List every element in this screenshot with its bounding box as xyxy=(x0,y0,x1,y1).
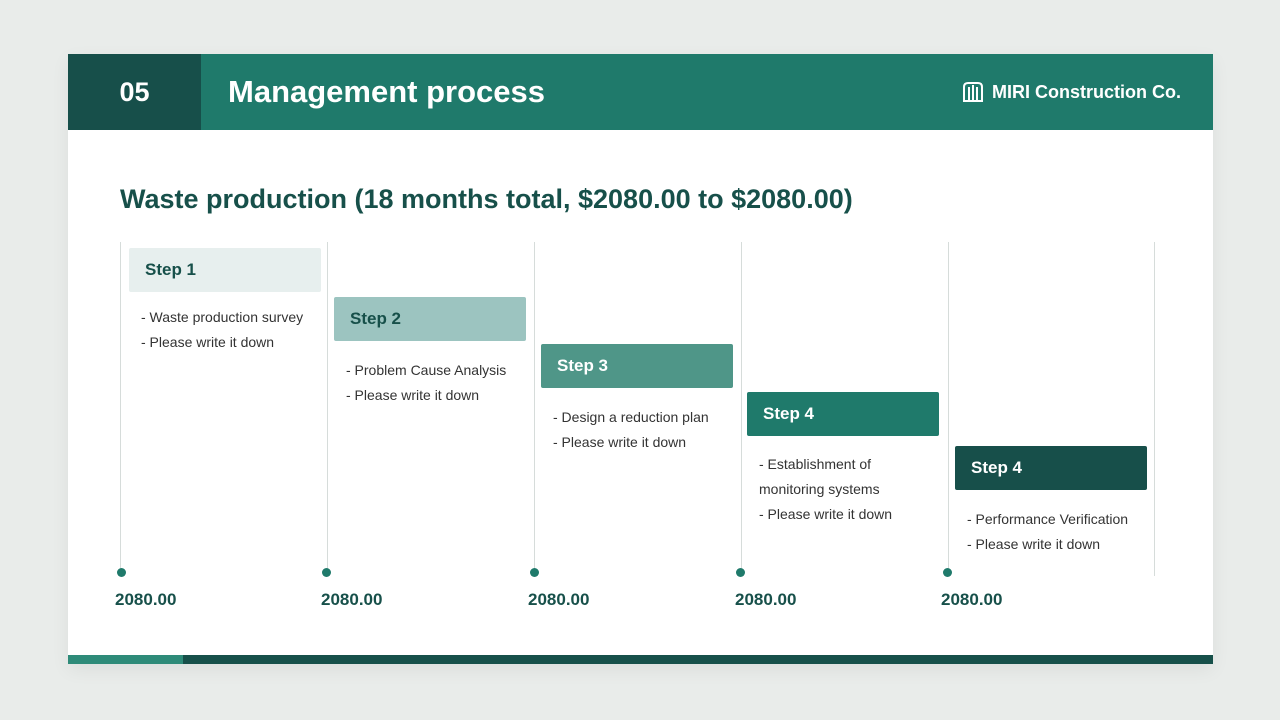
step-line: - Please write it down xyxy=(967,536,1101,552)
timeline-divider xyxy=(327,242,328,576)
step-1-box: Step 1 xyxy=(129,248,321,292)
brand: MIRI Construction Co. xyxy=(962,54,1181,130)
brand-name: MIRI Construction Co. xyxy=(992,81,1181,102)
slide: 05 Management process MIRI Construction … xyxy=(68,54,1213,664)
step-3-description: - Design a reduction plan - Please write… xyxy=(553,405,733,455)
step-line: - Please write it down xyxy=(141,334,275,350)
step-label: Step 4 xyxy=(971,458,1023,477)
timeline-divider xyxy=(741,242,742,576)
step-label: Step 1 xyxy=(145,260,197,279)
page-title: Management process xyxy=(228,74,545,109)
building-logo-icon xyxy=(963,82,984,102)
step-label: Step 4 xyxy=(763,404,815,423)
step-1-description: - Waste production survey - Please write… xyxy=(141,305,321,355)
timeline-divider xyxy=(948,242,949,576)
timeline-dot xyxy=(736,568,745,577)
footer-bar xyxy=(68,655,1213,664)
step-5-box: Step 4 xyxy=(955,446,1147,490)
timeline-dot xyxy=(117,568,126,577)
footer-accent xyxy=(68,655,183,664)
step-line: - Design a reduction plan xyxy=(553,409,709,425)
step-label: Step 3 xyxy=(557,356,609,375)
timeline-divider xyxy=(1154,242,1155,576)
step-5-description: - Performance Verification - Please writ… xyxy=(967,507,1147,557)
step-value: 2080.00 xyxy=(528,590,590,609)
step-3-box: Step 3 xyxy=(541,344,733,388)
step-line: - Establishment of monitoring systems xyxy=(759,456,880,497)
step-2-box: Step 2 xyxy=(334,297,526,341)
step-value: 2080.00 xyxy=(941,590,1003,609)
timeline-divider xyxy=(534,242,535,576)
step-value: 2080.00 xyxy=(735,590,797,609)
section-number: 05 xyxy=(68,54,201,130)
step-value: 2080.00 xyxy=(115,590,177,609)
step-line: - Please write it down xyxy=(553,434,687,450)
timeline-dot xyxy=(943,568,952,577)
step-line: - Please write it down xyxy=(759,506,893,522)
timeline-dot xyxy=(530,568,539,577)
step-line: - Waste production survey xyxy=(141,309,304,325)
step-line: - Problem Cause Analysis xyxy=(346,362,507,378)
timeline-dot xyxy=(322,568,331,577)
step-4-box: Step 4 xyxy=(747,392,939,436)
step-4-description: - Establishment of monitoring systems - … xyxy=(759,452,919,527)
step-label: Step 2 xyxy=(350,309,402,328)
subtitle: Waste production (18 months total, $2080… xyxy=(120,184,853,214)
step-line: - Please write it down xyxy=(346,387,480,403)
header-bar: 05 Management process MIRI Construction … xyxy=(68,54,1213,130)
step-line: - Performance Verification xyxy=(967,511,1129,527)
timeline-divider xyxy=(120,242,121,576)
step-value: 2080.00 xyxy=(321,590,383,609)
step-2-description: - Problem Cause Analysis - Please write … xyxy=(346,358,526,408)
